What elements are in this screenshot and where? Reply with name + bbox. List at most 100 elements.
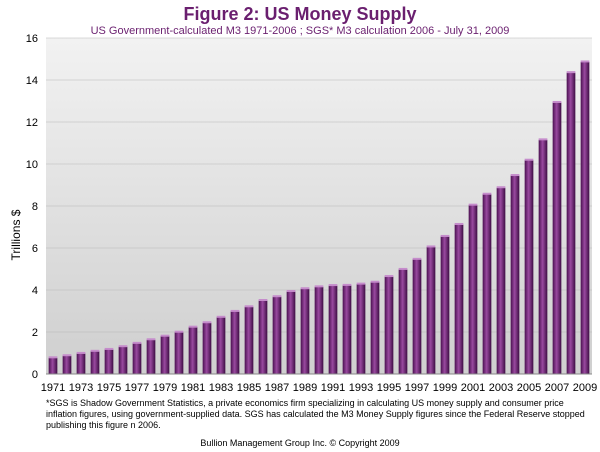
bar-cap-1975 xyxy=(104,347,114,350)
bar-1986 xyxy=(258,300,268,374)
bar-cap-1971 xyxy=(48,356,58,359)
bar-2007 xyxy=(552,102,562,374)
bar-cap-1993 xyxy=(356,282,366,285)
bar-1995 xyxy=(384,276,394,374)
bar-cap-1990 xyxy=(314,285,324,288)
x-tick-label: 1983 xyxy=(209,382,233,394)
bar-cap-2004 xyxy=(510,174,520,177)
x-tick-label: 2007 xyxy=(545,382,569,394)
bar-cap-1977 xyxy=(132,341,142,344)
copyright: Bullion Management Group Inc. © Copyrigh… xyxy=(200,438,400,448)
bar-1972 xyxy=(62,355,72,374)
x-tick-label: 1987 xyxy=(265,382,289,394)
bar-1981 xyxy=(188,327,198,374)
x-tick-label: 1981 xyxy=(181,382,205,394)
bar-2001 xyxy=(468,205,478,374)
x-tick-label: 1989 xyxy=(293,382,317,394)
bar-cap-1974 xyxy=(90,349,100,352)
bar-1994 xyxy=(370,282,380,374)
chart-subtitle: US Government-calculated M3 1971-2006 ; … xyxy=(90,25,510,37)
bar-1993 xyxy=(356,284,366,374)
bar-1971 xyxy=(48,357,58,374)
bar-1980 xyxy=(174,332,184,374)
x-tick-label: 1991 xyxy=(321,382,345,394)
bar-1983 xyxy=(216,317,226,374)
bar-cap-1997 xyxy=(412,257,422,260)
footnote: *SGS is Shadow Government Statistics, a … xyxy=(46,398,585,430)
bar-cap-1991 xyxy=(328,284,338,287)
bar-1991 xyxy=(328,285,338,374)
bar-1987 xyxy=(272,296,282,374)
y-tick-label: 4 xyxy=(32,285,38,297)
bar-cap-1972 xyxy=(62,354,72,357)
y-tick-label: 8 xyxy=(32,201,38,213)
bar-cap-1979 xyxy=(160,334,170,337)
bar-cap-1978 xyxy=(146,338,156,341)
bar-1985 xyxy=(244,306,254,374)
y-tick-label: 10 xyxy=(26,159,38,171)
bar-cap-2005 xyxy=(524,158,534,161)
x-tick-label: 1985 xyxy=(237,382,261,394)
x-tick-label: 2009 xyxy=(573,382,597,394)
bar-cap-1985 xyxy=(244,305,254,308)
x-tick-label: 1979 xyxy=(153,382,177,394)
bar-1990 xyxy=(314,286,324,374)
x-tick-label: 1995 xyxy=(377,382,401,394)
x-tick-label: 2005 xyxy=(517,382,541,394)
bar-1996 xyxy=(398,269,408,374)
x-tick-label: 1997 xyxy=(405,382,429,394)
bar-1997 xyxy=(412,259,422,374)
bar-cap-2002 xyxy=(482,192,492,195)
bar-1982 xyxy=(202,322,212,374)
bar-cap-2009 xyxy=(580,60,590,63)
bar-2005 xyxy=(524,160,534,374)
bar-1989 xyxy=(300,288,310,374)
bar-cap-1994 xyxy=(370,280,380,283)
bar-cap-1995 xyxy=(384,275,394,278)
x-tick-label: 1971 xyxy=(41,382,65,394)
bar-1976 xyxy=(118,346,128,374)
bar-1988 xyxy=(286,291,296,374)
y-tick-label: 6 xyxy=(32,243,38,255)
bar-cap-1983 xyxy=(216,315,226,318)
x-tick-label: 1975 xyxy=(97,382,121,394)
bar-1998 xyxy=(426,246,436,374)
bar-cap-2008 xyxy=(566,71,576,74)
bar-1973 xyxy=(76,353,86,374)
bar-cap-1996 xyxy=(398,267,408,270)
bar-cap-2003 xyxy=(496,186,506,189)
bar-2003 xyxy=(496,187,506,374)
bar-cap-2000 xyxy=(454,222,464,225)
bar-chart: 0 2 4 6 8 10 12 14 16 1971 1973 1975 1977 1979 1981 19… xyxy=(26,33,597,394)
bar-cap-1981 xyxy=(188,325,198,328)
x-tick-label: 2003 xyxy=(489,382,513,394)
bar-cap-2006 xyxy=(538,138,548,141)
bar-cap-1989 xyxy=(300,287,310,290)
bar-cap-1987 xyxy=(272,295,282,298)
bar-cap-1982 xyxy=(202,321,212,324)
bar-1977 xyxy=(132,343,142,374)
bar-cap-1988 xyxy=(286,289,296,292)
chart-title: Figure 2: US Money Supply xyxy=(183,4,417,24)
bar-2004 xyxy=(510,175,520,374)
bar-cap-2007 xyxy=(552,100,562,103)
y-tick-label: 12 xyxy=(26,117,38,129)
x-tick-label: 1973 xyxy=(69,382,93,394)
bar-2006 xyxy=(538,139,548,374)
x-tick-label: 1999 xyxy=(433,382,457,394)
bar-cap-1984 xyxy=(230,309,240,312)
bar-1999 xyxy=(440,236,450,374)
bar-1974 xyxy=(90,351,100,374)
bar-cap-1999 xyxy=(440,234,450,237)
bar-1979 xyxy=(160,336,170,374)
bar-cap-1998 xyxy=(426,245,436,248)
x-tick-label: 1993 xyxy=(349,382,373,394)
bar-cap-1976 xyxy=(118,345,128,348)
bar-cap-1986 xyxy=(258,299,268,301)
x-tick-label: 2001 xyxy=(461,382,485,394)
y-tick-label: 16 xyxy=(26,33,38,45)
bar-cap-1973 xyxy=(76,351,86,354)
bar-cap-1980 xyxy=(174,330,184,333)
bar-1984 xyxy=(230,311,240,374)
bar-1978 xyxy=(146,339,156,374)
